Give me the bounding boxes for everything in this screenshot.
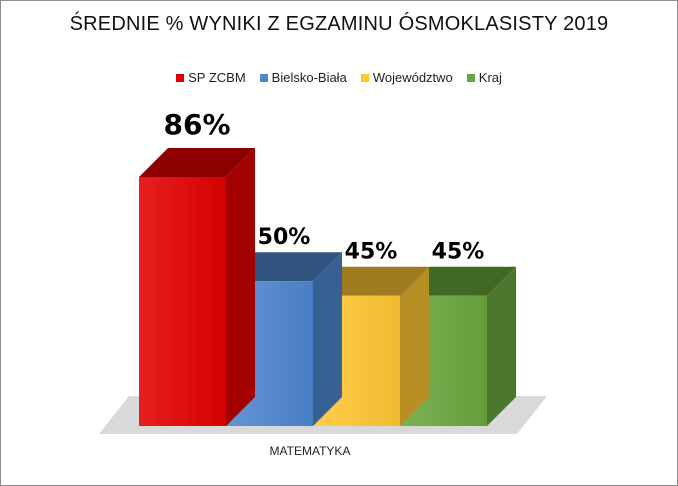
x-axis-category-label: MATEMATYKA — [269, 444, 351, 458]
legend-swatch-3 — [466, 73, 475, 82]
legend-item-3: Kraj — [466, 70, 502, 85]
bar-value-label-2: 45% — [345, 240, 398, 265]
bar-value-label-3: 45% — [432, 240, 485, 265]
legend-label-2: Województwo — [372, 70, 453, 85]
bar-front-0 — [139, 177, 226, 426]
legend-item-1: Bielsko-Biała — [259, 70, 347, 85]
bar-side-0 — [226, 148, 255, 426]
legend-item-0: SP ZCBM — [176, 70, 246, 85]
legend-label-0: SP ZCBM — [188, 70, 246, 85]
legend-swatch-1 — [259, 73, 268, 82]
legend-swatch-2 — [360, 73, 369, 82]
chart-legend: SP ZCBM Bielsko-Biała Województwo Kraj — [0, 70, 678, 85]
bar-top-0 — [139, 148, 255, 177]
chart-title: ŚREDNIE % WYNIKI Z EGZAMINU ÓSMOKLASISTY… — [69, 13, 609, 35]
bar-side-1 — [313, 252, 342, 426]
legend-label-3: Kraj — [478, 70, 502, 85]
legend-item-2: Województwo — [360, 70, 453, 85]
bar-value-label-0: 86% — [163, 108, 230, 141]
bar-side-2 — [400, 266, 429, 426]
legend-swatch-0 — [176, 73, 185, 82]
bar-side-3 — [487, 266, 516, 426]
bar-value-label-1: 50% — [258, 225, 311, 250]
legend-label-1: Bielsko-Biała — [271, 70, 347, 85]
